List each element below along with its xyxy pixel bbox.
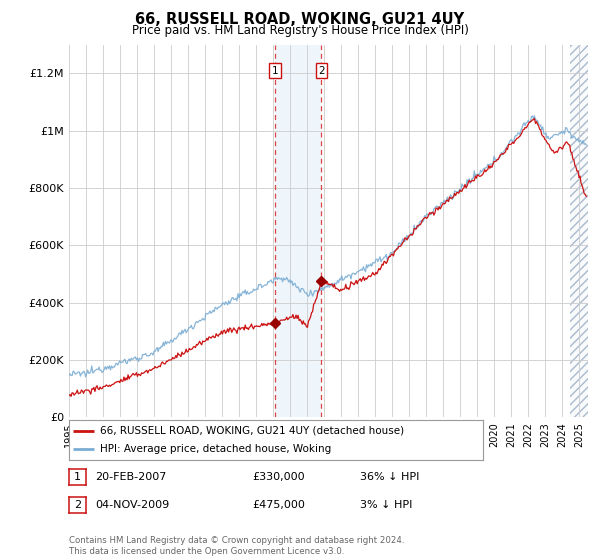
Text: HPI: Average price, detached house, Woking: HPI: Average price, detached house, Woki… xyxy=(100,445,331,454)
Text: 1: 1 xyxy=(272,66,278,76)
Text: 1: 1 xyxy=(74,472,81,482)
Text: 2: 2 xyxy=(318,66,325,76)
Text: 04-NOV-2009: 04-NOV-2009 xyxy=(95,500,169,510)
Bar xyxy=(569,45,588,417)
Text: 36% ↓ HPI: 36% ↓ HPI xyxy=(360,472,419,482)
Text: £330,000: £330,000 xyxy=(252,472,305,482)
Text: Contains HM Land Registry data © Crown copyright and database right 2024.
This d: Contains HM Land Registry data © Crown c… xyxy=(69,536,404,556)
Text: 3% ↓ HPI: 3% ↓ HPI xyxy=(360,500,412,510)
Text: 66, RUSSELL ROAD, WOKING, GU21 4UY (detached house): 66, RUSSELL ROAD, WOKING, GU21 4UY (deta… xyxy=(100,426,404,436)
Text: 66, RUSSELL ROAD, WOKING, GU21 4UY: 66, RUSSELL ROAD, WOKING, GU21 4UY xyxy=(136,12,464,27)
Bar xyxy=(275,45,322,417)
Text: 2: 2 xyxy=(74,500,81,510)
Text: £475,000: £475,000 xyxy=(252,500,305,510)
Text: Price paid vs. HM Land Registry's House Price Index (HPI): Price paid vs. HM Land Registry's House … xyxy=(131,24,469,36)
Text: 20-FEB-2007: 20-FEB-2007 xyxy=(95,472,166,482)
Bar xyxy=(569,45,588,417)
